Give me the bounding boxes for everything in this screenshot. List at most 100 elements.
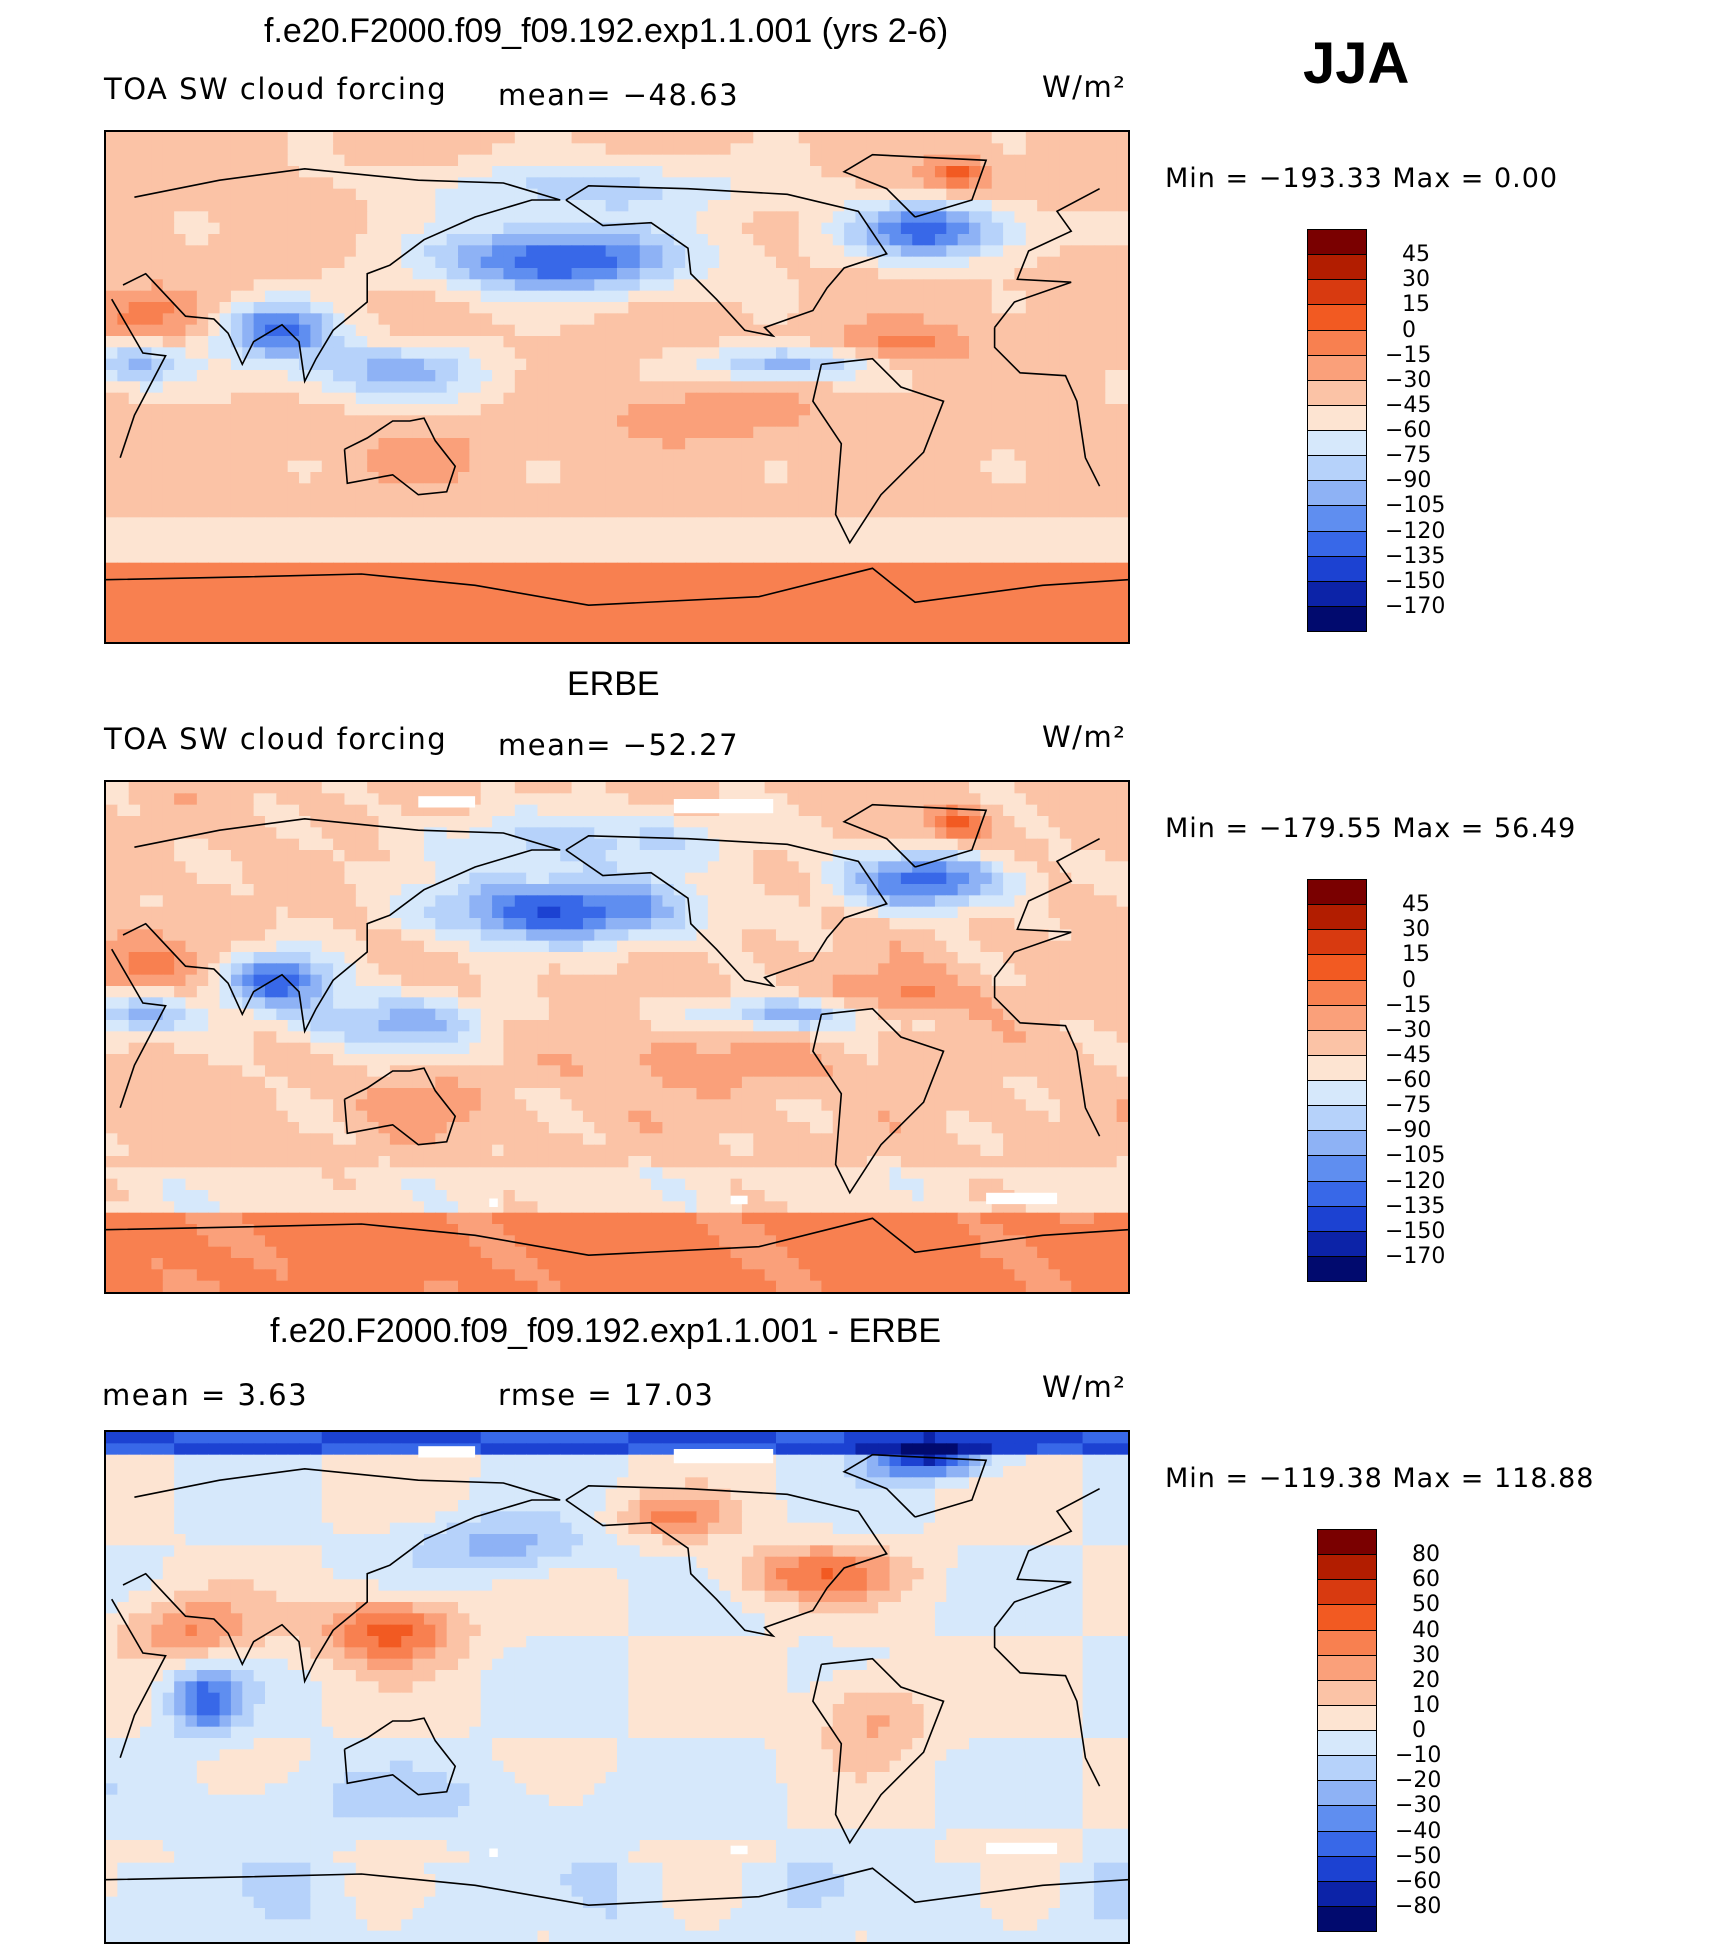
field-cell xyxy=(1025,562,1038,575)
field-cell xyxy=(333,585,346,598)
field-cell xyxy=(923,324,936,337)
field-cell xyxy=(628,358,641,371)
field-cell xyxy=(106,347,118,360)
field-cell xyxy=(140,222,153,235)
field-cell xyxy=(310,166,323,178)
field-cell xyxy=(219,245,232,258)
field-cell xyxy=(980,143,993,156)
field-cell xyxy=(1071,884,1084,896)
field-cell xyxy=(560,562,573,575)
colorbar-tick-label: −30 xyxy=(1385,367,1432,393)
field-cell xyxy=(321,574,334,586)
field-cell xyxy=(1059,608,1072,620)
field-cell xyxy=(980,222,993,235)
field-cell xyxy=(719,574,732,586)
field-cell xyxy=(299,154,311,167)
field-cell xyxy=(321,132,334,144)
field-cell xyxy=(344,256,357,269)
field-cell xyxy=(1059,290,1072,303)
field-cell xyxy=(276,619,289,632)
field-cell xyxy=(548,132,561,144)
field-cell xyxy=(140,540,153,552)
field-cell xyxy=(741,200,754,212)
field-cell xyxy=(662,608,675,620)
field-cell xyxy=(741,426,754,439)
field-cell xyxy=(900,517,913,530)
field-cell xyxy=(900,630,913,642)
field-cell xyxy=(764,313,777,326)
field-cell xyxy=(185,438,198,450)
field-cell xyxy=(469,358,482,371)
field-cell xyxy=(673,562,686,575)
field-cell xyxy=(832,793,845,806)
field-cell xyxy=(923,154,936,167)
field-cell xyxy=(1059,540,1072,552)
field-cell xyxy=(548,177,561,190)
field-cell xyxy=(628,872,641,885)
field-cell xyxy=(1116,370,1128,382)
field-cell xyxy=(946,793,959,806)
field-cell xyxy=(775,302,788,314)
field-cell xyxy=(242,211,255,224)
field-cell xyxy=(423,551,436,564)
field-cell xyxy=(764,596,777,609)
field-cell xyxy=(299,574,311,586)
field-cell xyxy=(1105,793,1118,806)
field-cell xyxy=(1105,517,1118,530)
field-cell xyxy=(969,585,981,598)
field-cell xyxy=(367,256,380,269)
field-cell xyxy=(1105,861,1118,874)
field-cell xyxy=(1071,562,1084,575)
field-cell xyxy=(969,506,981,518)
field-cell xyxy=(798,619,811,632)
field-cell xyxy=(753,392,766,405)
field-cell xyxy=(401,234,414,246)
field-cell xyxy=(378,256,391,269)
field-cell xyxy=(855,816,868,828)
field-cell xyxy=(128,211,141,224)
field-cell xyxy=(128,256,141,269)
field-cell xyxy=(469,256,482,269)
field-cell xyxy=(855,827,868,840)
field-cell xyxy=(639,804,652,817)
field-cell xyxy=(526,506,539,518)
field-cell xyxy=(310,381,323,394)
field-cell xyxy=(832,551,845,564)
field-cell xyxy=(980,619,993,632)
field-cell xyxy=(1093,449,1106,462)
field-cell xyxy=(185,426,198,439)
field-cell xyxy=(957,381,970,394)
field-cell xyxy=(446,608,459,620)
field-cell xyxy=(423,336,436,348)
field-cell xyxy=(299,313,311,326)
field-cell xyxy=(367,861,380,874)
field-cell xyxy=(230,838,243,851)
field-cell xyxy=(253,143,266,156)
field-cell xyxy=(1037,540,1050,552)
field-cell xyxy=(117,381,130,394)
field-cell xyxy=(673,838,686,851)
field-cell xyxy=(753,154,766,167)
field-cell xyxy=(673,608,686,620)
field-cell xyxy=(162,460,175,473)
field-cell xyxy=(821,838,834,851)
field-cell xyxy=(208,804,221,817)
field-cell xyxy=(980,782,993,794)
field-cell xyxy=(355,347,368,360)
field-cell xyxy=(106,460,118,473)
field-cell xyxy=(1003,132,1016,144)
field-cell xyxy=(423,245,436,258)
field-cell xyxy=(253,188,266,201)
colorbar-swatch xyxy=(1307,404,1367,431)
field-cell xyxy=(333,279,346,292)
field-cell xyxy=(412,449,425,462)
field-cell xyxy=(617,245,629,258)
field-cell xyxy=(1025,872,1038,885)
field-cell xyxy=(571,200,584,212)
field-cell xyxy=(628,793,641,806)
field-cell xyxy=(389,630,402,642)
field-cell xyxy=(991,336,1004,348)
field-cell xyxy=(367,517,380,530)
field-cell xyxy=(685,630,698,642)
field-cell xyxy=(276,200,289,212)
